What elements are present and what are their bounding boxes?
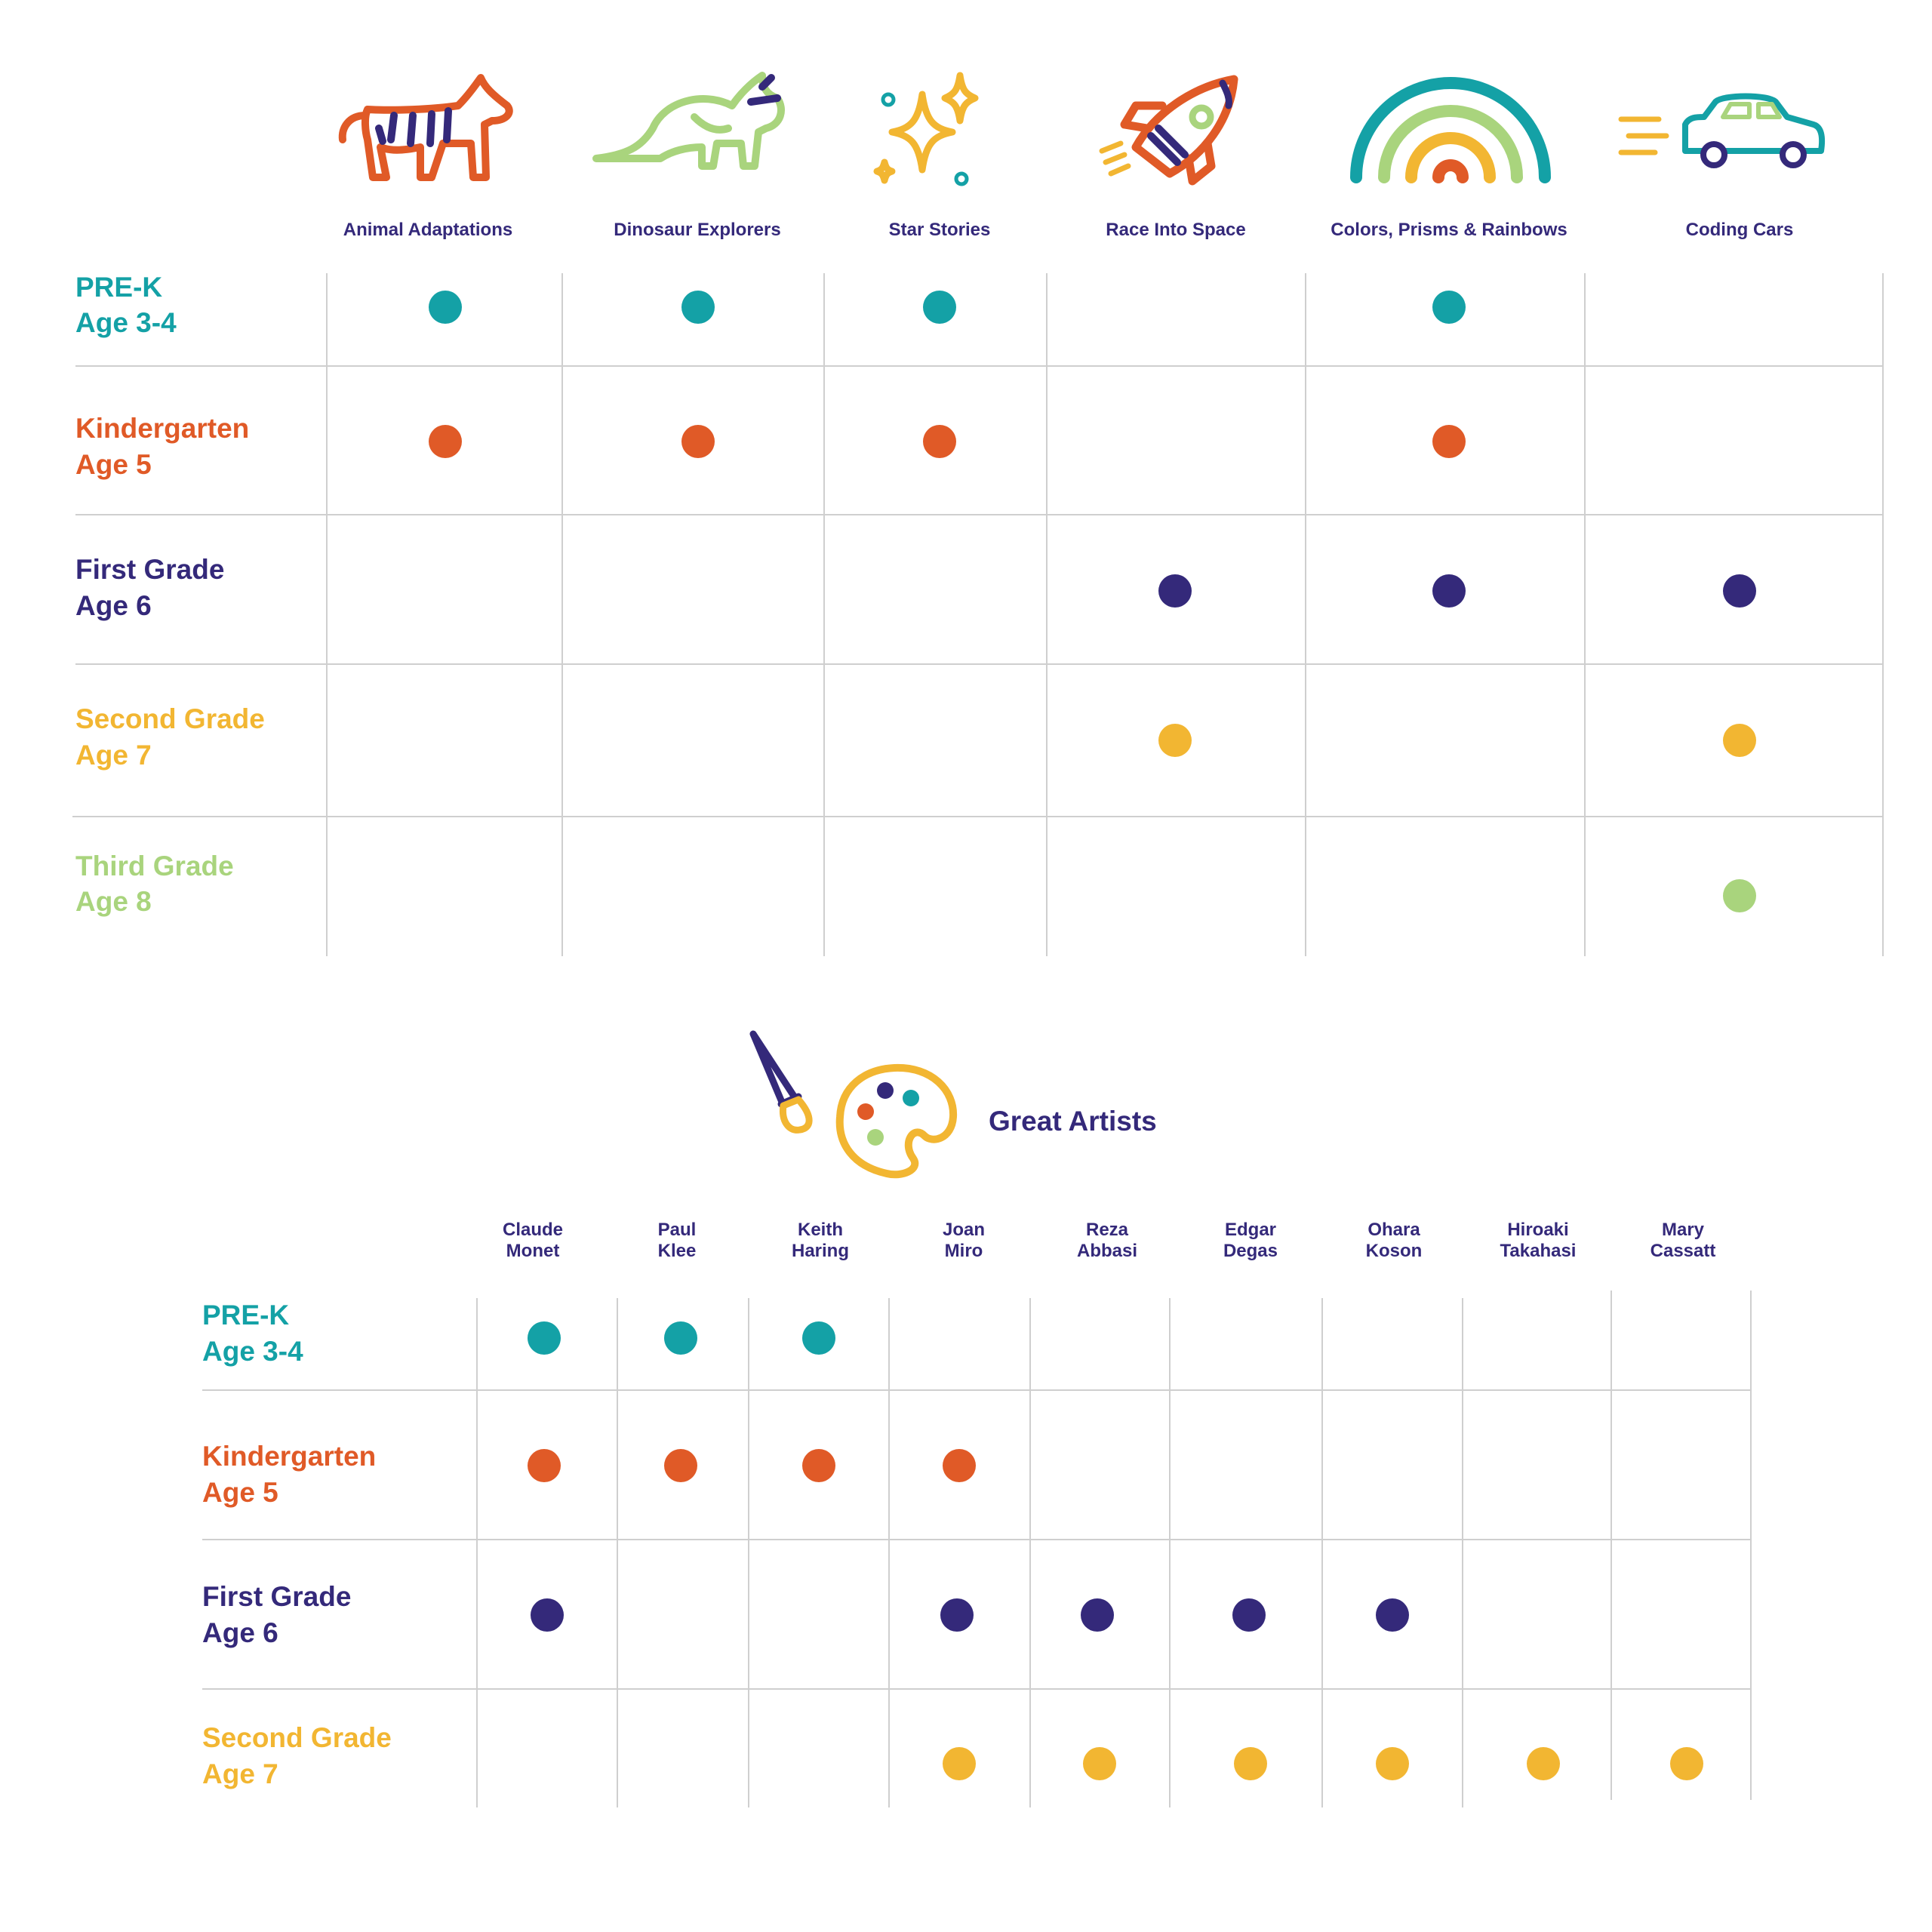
availability-dot <box>1432 425 1466 458</box>
column-header-line-2: Cassatt <box>1651 1241 1716 1261</box>
column-header-line-1: Ohara <box>1367 1220 1420 1240</box>
stars-icon <box>873 72 979 186</box>
availability-dot <box>531 1598 564 1632</box>
row-label-grade: Kindergarten <box>202 1441 376 1472</box>
column-header-line-2: Takahasi <box>1500 1241 1577 1261</box>
paintbrush-icon <box>749 1030 813 1134</box>
column-header-line-1: Keith <box>798 1220 843 1240</box>
table-1-grid <box>72 273 1884 956</box>
great-artists-title: Great Artists <box>989 1106 1157 1137</box>
row-label-grade: Third Grade <box>75 851 234 881</box>
availability-dot <box>1432 291 1466 324</box>
column-header-line-2: Koson <box>1366 1241 1423 1261</box>
row-label-grade: Second Grade <box>75 703 265 734</box>
rocket-icon <box>1099 75 1238 186</box>
availability-dot <box>923 425 956 458</box>
row-label-age: Age 8 <box>75 886 152 917</box>
column-header-line-2: Abbasi <box>1077 1241 1137 1261</box>
column-header: Dinosaur Explorers <box>614 220 780 240</box>
row-label-age: Age 7 <box>75 740 152 771</box>
availability-dot <box>1232 1598 1266 1632</box>
column-header-line-1: Mary <box>1662 1220 1705 1240</box>
availability-dot <box>1723 574 1756 608</box>
row-label-age: Age 5 <box>202 1477 278 1508</box>
column-header-line-1: Reza <box>1086 1220 1129 1240</box>
row-label-grade: First Grade <box>75 554 224 585</box>
row-label-grade: PRE-K <box>75 272 162 303</box>
row-label-grade: Second Grade <box>202 1722 392 1753</box>
column-header-line-1: Hiroaki <box>1507 1220 1568 1240</box>
column-header-line-1: Edgar <box>1225 1220 1276 1240</box>
row-label-grade: First Grade <box>202 1581 351 1612</box>
availability-dot <box>1723 724 1756 757</box>
car-icon <box>1618 93 1826 168</box>
availability-dot <box>1158 574 1192 608</box>
column-header: Coding Cars <box>1686 220 1794 240</box>
row-label-age: Age 6 <box>202 1617 278 1648</box>
availability-dot <box>681 291 715 324</box>
column-header: Race Into Space <box>1106 220 1245 240</box>
rainbow-icon <box>1350 77 1551 183</box>
availability-dot <box>1376 1747 1409 1780</box>
column-header: Star Stories <box>889 220 991 240</box>
row-label-age: Age 3-4 <box>202 1336 303 1367</box>
row-label-age: Age 5 <box>75 449 152 480</box>
availability-dot <box>664 1449 697 1482</box>
availability-dot <box>1670 1747 1703 1780</box>
column-header-line-2: Monet <box>506 1241 560 1261</box>
availability-dot <box>1234 1747 1267 1780</box>
availability-dot <box>802 1321 835 1355</box>
availability-dot <box>1081 1598 1114 1632</box>
column-header-line-2: Haring <box>792 1241 849 1261</box>
column-header-line-1: Joan <box>943 1220 985 1240</box>
column-header: Animal Adaptations <box>343 220 512 240</box>
row-label-age: Age 6 <box>75 590 152 621</box>
column-header-line-1: Paul <box>658 1220 697 1240</box>
row-label-age: Age 3-4 <box>75 307 177 338</box>
availability-dot <box>923 291 956 324</box>
availability-dot <box>1527 1747 1560 1780</box>
column-header-line-2: Degas <box>1223 1241 1278 1261</box>
row-label-grade: PRE-K <box>202 1300 289 1331</box>
availability-dot <box>1723 879 1756 912</box>
availability-dot <box>943 1449 976 1482</box>
availability-dot <box>528 1449 561 1482</box>
availability-dot <box>429 291 462 324</box>
availability-dot <box>1432 574 1466 608</box>
column-header: Colors, Prisms & Rainbows <box>1331 220 1567 240</box>
availability-dot <box>940 1598 974 1632</box>
availability-dot <box>943 1747 976 1780</box>
availability-dot <box>802 1449 835 1482</box>
availability-dot <box>1083 1747 1116 1780</box>
column-header-line-2: Klee <box>658 1241 697 1261</box>
availability-dot <box>429 425 462 458</box>
palette-icon <box>835 1063 958 1179</box>
column-header-line-1: Claude <box>503 1220 563 1240</box>
availability-dot <box>1158 724 1192 757</box>
column-header-line-2: Miro <box>945 1241 983 1261</box>
availability-dot <box>681 425 715 458</box>
availability-dot <box>528 1321 561 1355</box>
dinosaur-icon <box>592 72 785 170</box>
table-2-grid <box>202 1291 1752 1807</box>
tiger-icon <box>338 74 513 181</box>
availability-dot <box>664 1321 697 1355</box>
row-label-age: Age 7 <box>202 1758 278 1789</box>
row-label-grade: Kindergarten <box>75 413 249 444</box>
availability-dot <box>1376 1598 1409 1632</box>
